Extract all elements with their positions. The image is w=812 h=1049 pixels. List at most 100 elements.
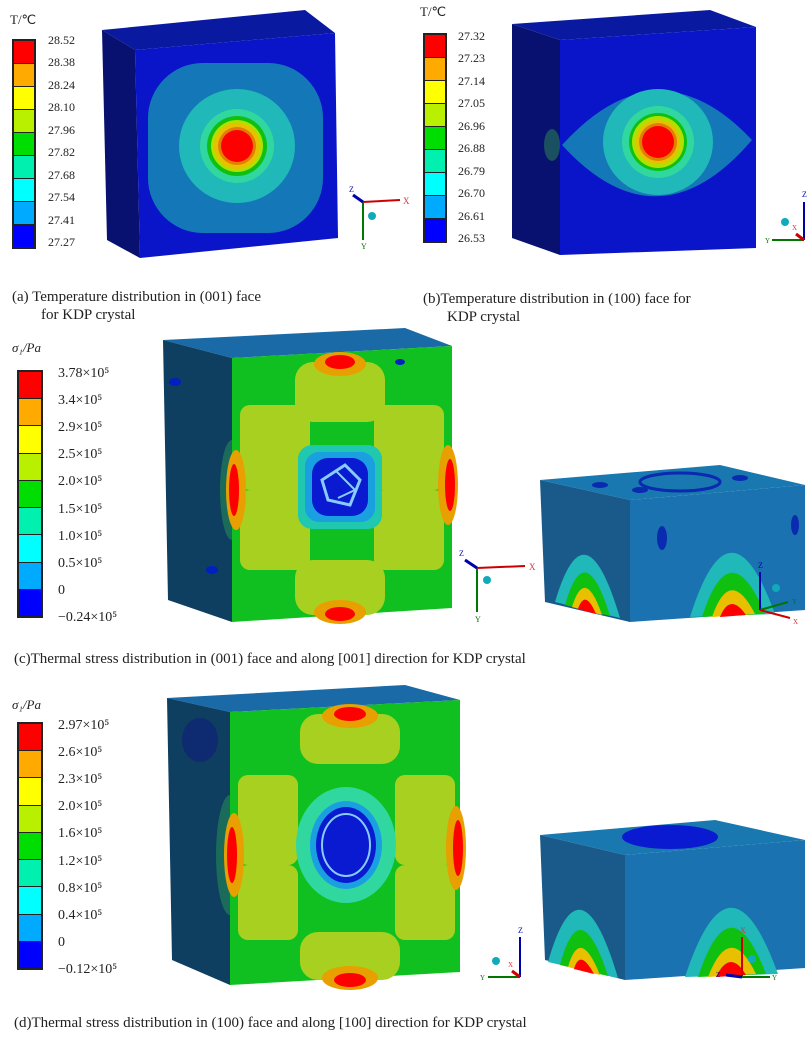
axis-z-label: Z [459, 549, 464, 558]
legend-labels-c: 3.78×10⁵ 3.4×10⁵ 2.9×10⁵ 2.5×10⁵ 2.0×10⁵ 1.5×… [58, 367, 117, 625]
legend-value: 3.78×10⁵ [58, 366, 110, 381]
colorbar-swatch [14, 110, 34, 133]
legend-value: 27.27 [48, 234, 75, 249]
legend-value: 27.96 [48, 122, 75, 137]
legend-value: 26.96 [458, 118, 485, 133]
caption-b: (b)Temperature distribution in (100) fac… [423, 290, 691, 326]
colorbar-swatch [425, 81, 445, 104]
colorbar-swatch [14, 41, 34, 64]
colorbar-swatch [425, 127, 445, 150]
axis-x-label: X [793, 618, 798, 626]
axis-x-label: X [792, 224, 797, 232]
cube-temperature-100 [512, 10, 756, 255]
colorbar-swatch [19, 914, 41, 942]
colorbar-swatch [425, 173, 445, 196]
colorbar-swatch [19, 724, 41, 752]
colorbar-swatch [14, 64, 34, 87]
caption-d: (d)Thermal stress distribution in (100) … [14, 1015, 527, 1031]
legend-value: 0 [58, 934, 65, 950]
legend-value: 2.0×10⁵ [58, 799, 103, 815]
axis-z-label: Z [758, 561, 763, 570]
colorbar-swatch [14, 156, 34, 179]
legend-value: 2.9×10⁵ [58, 420, 103, 436]
axis-y-label: Y [792, 598, 797, 606]
legend-value: 27.32 [458, 29, 485, 43]
legend-value: 2.5×10⁵ [58, 447, 103, 463]
axis-y-label: Y [480, 974, 485, 982]
colorbar-swatch [19, 805, 41, 833]
colorbar-swatch [14, 225, 34, 247]
colorbar-swatch [19, 589, 41, 616]
colorbar-swatch [14, 179, 34, 202]
colorbar-swatch [19, 480, 41, 509]
colorbar-swatch [14, 87, 34, 110]
legend-value: 0.8×10⁵ [58, 880, 103, 896]
axis-y-label: Y [765, 237, 770, 245]
colorbar-swatch [425, 219, 445, 241]
legend-value: 27.23 [458, 51, 485, 66]
legend-value: 1.5×10⁵ [58, 501, 103, 517]
colorbar-swatch [425, 150, 445, 173]
colorbar-swatch [19, 778, 41, 806]
legend-value: 27.54 [48, 190, 75, 205]
legend-value: 0 [58, 582, 65, 598]
colorbar-swatch [14, 202, 34, 225]
legend-labels-a: 28.52 28.38 28.24 28.10 27.96 27.82 27.68 27.54… [48, 34, 75, 248]
caption-b-line2: KDP crystal [447, 309, 521, 325]
axis-x-label: X [403, 196, 410, 206]
caption-c: (c)Thermal stress distribution in (001) … [14, 651, 526, 667]
legend-value: 2.0×10⁵ [58, 474, 103, 490]
legend-value: 1.6×10⁵ [58, 826, 103, 842]
axis-y-label: Y [361, 242, 367, 251]
legend-value: 2.3×10⁵ [58, 772, 103, 788]
axis-y-label: Y [475, 615, 481, 624]
colorbar-swatch [19, 832, 41, 861]
axis-z-label: Z [518, 926, 523, 935]
axis-x-label: X [529, 562, 536, 572]
colorbar-swatch [14, 133, 34, 156]
colorbar-swatch [425, 35, 445, 58]
cube-stress-100 [167, 685, 805, 990]
axis-triad-c1: X Y Z [459, 549, 536, 624]
legend-value: 3.4×10⁵ [58, 393, 103, 409]
colorbar-swatch [19, 860, 41, 888]
legend-value: 27.05 [458, 96, 485, 111]
legend-value: 26.61 [458, 208, 485, 223]
legend-value: 27.68 [48, 167, 75, 182]
cube-temperature-001 [102, 10, 338, 258]
legend-value: −0.12×10⁵ [58, 961, 118, 977]
legend-value: 0.5×10⁵ [58, 555, 103, 571]
colorbar-swatch [425, 104, 445, 127]
legend-value: 26.53 [458, 230, 485, 245]
colorbar-swatch [425, 196, 445, 219]
legend-value: 27.82 [48, 145, 75, 160]
legend-value: 28.24 [48, 77, 75, 92]
legend-value: 26.79 [458, 163, 485, 178]
legend-title-d: σ₁/Pa [12, 697, 41, 712]
colorbar-swatch [19, 535, 41, 563]
caption-b-line1: (b)Temperature distribution in (100) fac… [423, 291, 691, 307]
caption-a-line1: (a) Temperature distribution in (001) fa… [12, 289, 261, 305]
legend-title-b: T/℃ [420, 4, 447, 19]
colorbar-swatch [19, 887, 41, 915]
colorbar-swatch [19, 941, 41, 968]
cube-stress-001 [163, 328, 805, 624]
legend-value: 26.70 [458, 186, 485, 201]
legend-value: 1.2×10⁵ [58, 853, 103, 869]
caption-a: (a) Temperature distribution in (001) fa… [12, 288, 261, 324]
legend-value: 28.52 [48, 33, 75, 47]
legend-value: 27.41 [48, 212, 75, 227]
axis-z-label: Z [716, 971, 720, 979]
caption-a-line2: for KDP crystal [41, 307, 136, 323]
colorbar-swatch [19, 372, 41, 400]
axis-triad-c2: Z Y X [758, 561, 798, 626]
axis-triad-b: Z Y X [765, 190, 807, 245]
legend-value: −0.24×10⁵ [58, 609, 118, 625]
axis-y-label: Y [772, 974, 777, 982]
axis-triad-d1: Z Y X [480, 926, 523, 982]
colorbar-b [423, 33, 447, 243]
colorbar-swatch [19, 453, 41, 481]
colorbar-swatch [19, 508, 41, 536]
colorbar-swatch [19, 426, 41, 454]
